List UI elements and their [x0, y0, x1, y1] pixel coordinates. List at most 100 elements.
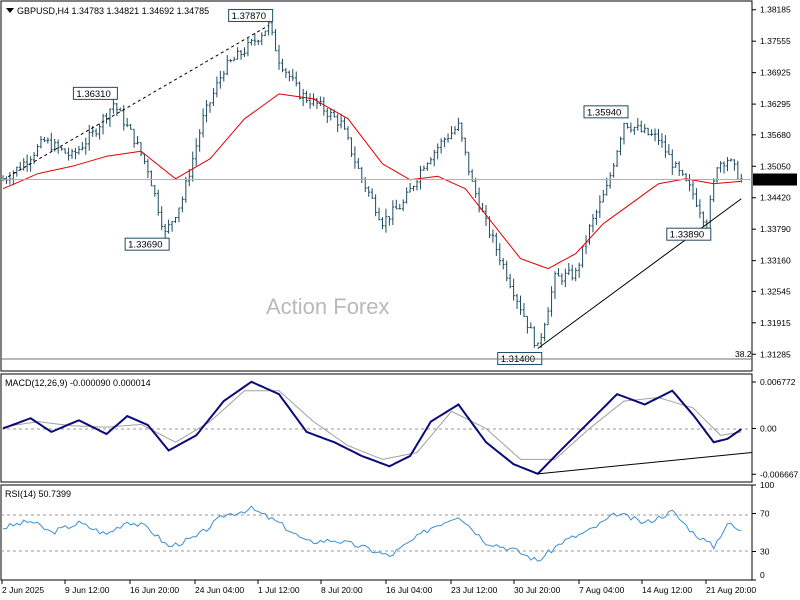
price-bar: [522, 303, 526, 318]
price-bar: [277, 44, 281, 70]
price-bar: [653, 128, 657, 142]
rsi-title: RSI(14) 50.7399: [5, 489, 71, 499]
price-bar: [619, 136, 622, 156]
price-bar: [325, 107, 329, 123]
price-bar: [608, 172, 612, 189]
price-bar: [432, 149, 436, 167]
price-bar: [719, 161, 722, 173]
fib-label: 38.2: [735, 349, 752, 359]
price-bar: [218, 70, 222, 89]
rsi-line: [2, 505, 742, 562]
macd-tick-label: 0.00: [760, 424, 777, 434]
price-annotation: 1.36310: [72, 86, 118, 100]
price-bar: [450, 126, 453, 140]
price-bar: [632, 126, 636, 135]
macd-panel: [0, 373, 753, 483]
price-bar: [22, 158, 26, 171]
price-bar: [688, 174, 691, 192]
price-bar: [294, 71, 298, 87]
price-bar: [87, 125, 91, 151]
price-bar: [243, 47, 246, 57]
price-bar: [163, 223, 167, 239]
price-bar: [667, 144, 671, 156]
price-bar: [664, 135, 667, 158]
price-bar: [25, 154, 29, 172]
price-bar: [591, 213, 595, 233]
price-bar: [174, 216, 177, 224]
price-bar: [660, 133, 664, 148]
price-bar: [101, 113, 105, 135]
price-annotation: 1.33690: [124, 237, 170, 251]
price-bar: [43, 136, 46, 143]
price-bar: [198, 129, 202, 152]
price-bar: [508, 273, 512, 289]
price-bar: [446, 133, 450, 143]
price-bar: [474, 177, 478, 199]
annotation-label: 1.35940: [587, 107, 621, 118]
annotation-box: [583, 105, 629, 119]
ohlc-header: GBPUSD,H4 1.34783 1.34821 1.34692 1.3478…: [17, 6, 209, 16]
price-bar: [460, 122, 464, 142]
price-bar: [612, 162, 616, 178]
price-bar: [125, 117, 129, 128]
price-bar: [132, 128, 136, 148]
price-bar: [670, 149, 674, 176]
price-tick-label: 1.33790: [760, 224, 791, 234]
price-bar: [526, 315, 529, 334]
price-bar: [170, 220, 174, 232]
price-bar: [308, 93, 312, 109]
price-bar: [626, 123, 629, 129]
date-axis: 2 Jun 2025 9 Jun 12:00 16 Jun 20:00 24 Jun …: [1, 580, 756, 595]
price-tick-label: 1.36295: [760, 99, 791, 109]
watermark: Action Forex: [266, 294, 390, 319]
price-tick-label: 1.37555: [760, 36, 791, 46]
price-bar: [187, 169, 191, 187]
price-tick-label: 1.35050: [760, 161, 791, 171]
price-bar: [519, 295, 522, 315]
price-bar: [146, 159, 150, 179]
rsi-tick-label: 0: [760, 570, 765, 580]
date-tick-label: 2 Jun 2025: [2, 585, 44, 595]
price-tick-label: 1.35680: [760, 130, 791, 140]
date-tick-label: 8 Jul 20:00: [321, 585, 363, 595]
price-bar: [588, 224, 591, 245]
price-bar: [115, 102, 119, 116]
price-bar: [532, 326, 536, 348]
price-bar: [443, 137, 446, 148]
macd-title: MACD(12,26,9) -0.000090 0.000014: [5, 378, 151, 388]
price-bar: [650, 129, 653, 137]
price-bar: [636, 118, 640, 131]
price-bar: [574, 267, 578, 282]
price-tick-label: 1.31915: [760, 318, 791, 328]
chevron-down-icon[interactable]: [6, 8, 14, 13]
price-bar: [543, 322, 547, 342]
price-bar: [181, 196, 184, 213]
price-annotation: 1.35940: [583, 105, 629, 119]
price-bar: [118, 107, 122, 112]
rsi-tick-label: 70: [760, 509, 770, 519]
price-bar: [167, 219, 170, 234]
trend-lines: [1, 25, 752, 349]
price-bar: [36, 144, 39, 157]
price-bar: [412, 185, 415, 192]
price-bar: [674, 161, 678, 168]
price-bar: [384, 208, 388, 233]
price-bar: [733, 159, 736, 171]
price-bar: [695, 188, 698, 208]
price-bar: [515, 293, 519, 309]
price-bar: [94, 128, 98, 137]
price-bar: [46, 137, 50, 144]
macd-line: [2, 380, 742, 475]
annotation-box: [124, 237, 170, 251]
price-bar: [256, 39, 260, 46]
annotation-box: [666, 227, 712, 241]
price-bar: [646, 127, 650, 136]
price-bar: [494, 232, 498, 256]
price-bars: [1, 19, 743, 348]
price-bar: [467, 151, 471, 176]
price-bar: [139, 142, 143, 157]
price-bar: [560, 273, 564, 286]
price-bar: [367, 186, 371, 197]
price-annotation: 1.37870: [228, 8, 274, 22]
price-panel: [0, 0, 753, 372]
